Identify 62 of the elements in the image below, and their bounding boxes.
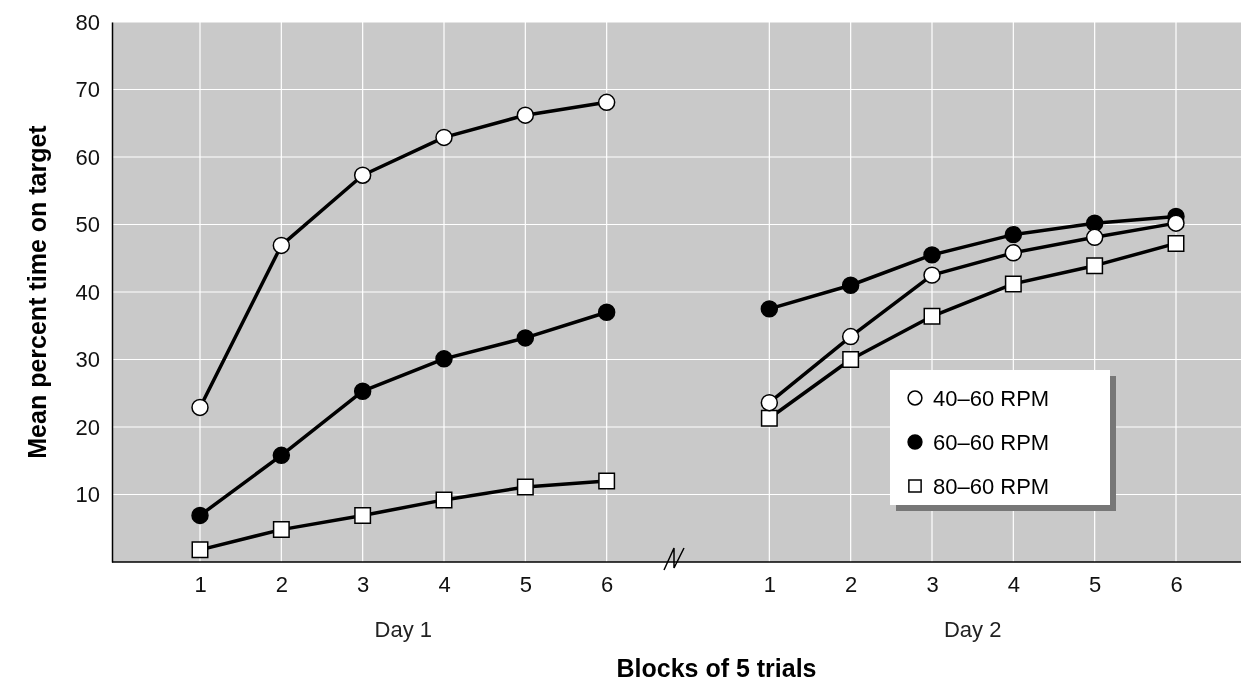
- point: [435, 350, 453, 368]
- x-tick-label: 5: [1089, 571, 1102, 597]
- x-tick-label: 4: [1007, 571, 1020, 597]
- x-tick-label: 1: [763, 571, 776, 597]
- point: [842, 351, 860, 368]
- y-tick-label: 60: [75, 144, 100, 170]
- y-tick-label: 10: [75, 482, 100, 508]
- point: [272, 521, 290, 539]
- text: Day 1: [374, 617, 433, 642]
- x-tick-label: 6: [601, 571, 614, 597]
- point: [760, 393, 779, 412]
- point: [598, 472, 616, 490]
- y-tick-label: 50: [75, 212, 100, 238]
- x-tick-label: 2: [275, 571, 288, 597]
- y-tick-label: 30: [75, 347, 100, 373]
- point: [435, 128, 453, 147]
- text: Day 2: [943, 617, 1002, 642]
- x-axis-title: Blocks of 5 trials: [616, 654, 817, 682]
- x-tick-label: 3: [357, 571, 370, 597]
- point: [760, 300, 779, 318]
- point: [1167, 214, 1185, 232]
- y-tick-label: 40: [75, 279, 100, 305]
- point: [923, 266, 941, 284]
- point: [760, 409, 778, 427]
- point: [1085, 214, 1104, 232]
- point: [1004, 225, 1023, 244]
- point: [516, 106, 535, 124]
- legend-label: 40–60 RPM: [933, 386, 1050, 411]
- point: [1085, 228, 1104, 247]
- point: [191, 506, 209, 525]
- point: [354, 506, 372, 524]
- point: [272, 236, 291, 255]
- x-tick-label: 6: [1170, 571, 1183, 597]
- point: [435, 491, 453, 509]
- legend-label: 60–60 RPM: [933, 430, 1050, 455]
- y-tick-label: 70: [75, 77, 100, 103]
- point: [353, 382, 372, 400]
- point: [597, 93, 616, 112]
- point: [841, 276, 860, 294]
- x-tick-label: 4: [438, 571, 451, 597]
- y-tick-label: 80: [75, 9, 100, 35]
- x-tick-label: 5: [519, 571, 532, 597]
- point: [191, 541, 209, 559]
- x-tick-label: 2: [845, 571, 858, 597]
- point: [923, 307, 941, 325]
- y-tick-label: 20: [75, 414, 100, 440]
- point: [191, 398, 209, 417]
- point: [272, 446, 291, 465]
- point: [923, 246, 941, 264]
- point: [1167, 234, 1185, 252]
- x-tick-label: 1: [194, 571, 207, 597]
- point: [1004, 244, 1023, 262]
- point: [516, 329, 535, 347]
- legend-label: 80–60 RPM: [933, 474, 1050, 499]
- x-tick-label: 3: [926, 571, 939, 597]
- point: [597, 303, 616, 321]
- point: [841, 327, 860, 346]
- point: [1004, 275, 1022, 293]
- point: [1086, 257, 1104, 275]
- point: [516, 478, 534, 496]
- y-axis-title: Mean percent time on target: [23, 124, 51, 459]
- point: [353, 166, 372, 184]
